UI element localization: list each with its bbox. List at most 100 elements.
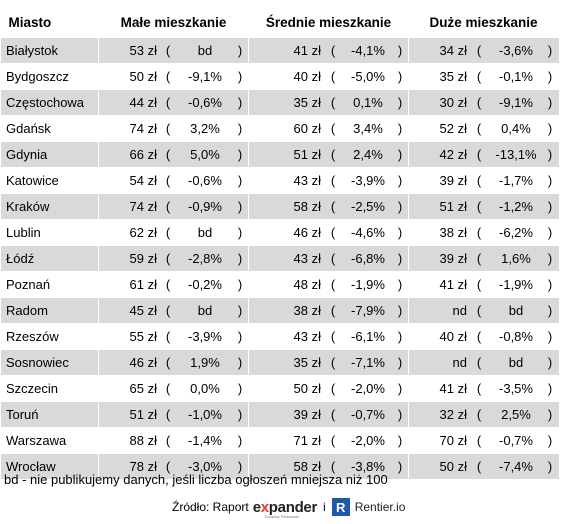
large-apartment-cell: 38 zł (-6,2%) [408,219,559,246]
large-change: -3,6% [499,43,533,58]
header-small-apartment: Małe mieszkanie [120,15,227,30]
source-label: Źródło: Raport [172,500,249,514]
paren-close: ) [397,381,403,396]
large-price: 34 zł [439,43,467,58]
paren-close: ) [547,173,553,188]
large-apartment-cell: 35 zł (-0,1%) [408,63,559,90]
paren-close: ) [547,355,553,370]
medium-price: 35 zł [293,95,321,110]
paren-open: ( [330,433,336,448]
paren-open: ( [165,329,171,344]
small-apartment-cell: 88 zł (-1,4%) [98,427,249,454]
large-change: 1,6% [501,251,531,266]
paren-open: ( [165,121,171,136]
paren-close: ) [397,121,403,136]
table-row: Gdańsk 74 zł (3,2%) 60 zł (3,4%) 52 zł (0,4%) [0,115,559,142]
paren-close: ) [547,225,553,240]
medium-price: 71 zł [293,433,321,448]
medium-price: 40 zł [293,69,321,84]
table-row: Wrocław 78 zł (-3,0%) 58 zł (-3,8%) 50 zł (-7,… [0,453,559,479]
paren-open: ( [330,381,336,396]
large-change: -1,9% [499,277,533,292]
large-price: 50 zł [439,459,467,474]
paren-close: ) [237,381,243,396]
small-price: 46 zł [129,355,157,370]
small-apartment-cell: 55 zł (-3,9%) [98,323,249,350]
medium-change: 0,1% [353,95,383,110]
medium-change: -2,5% [351,199,385,214]
medium-apartment-cell: 51 zł (2,4%) [248,141,409,168]
small-change: -1,4% [188,433,222,448]
medium-change: 2,4% [353,147,383,162]
small-apartment-cell: 74 zł (3,2%) [98,115,249,142]
paren-open: ( [165,43,171,58]
medium-change: -5,0% [351,69,385,84]
medium-apartment-cell: 50 zł (-2,0%) [248,375,409,402]
small-price: 74 zł [129,121,157,136]
rentier-logo-text: Rentier.io [354,500,406,514]
small-price: 45 zł [129,303,157,318]
city-name: Kraków [0,193,99,220]
paren-close: ) [237,433,243,448]
medium-change: -1,9% [351,277,385,292]
paren-close: ) [397,95,403,110]
paren-open: ( [330,251,336,266]
paren-close: ) [237,329,243,344]
paren-open: ( [476,459,482,474]
paren-close: ) [547,381,553,396]
paren-open: ( [476,199,482,214]
paren-open: ( [330,43,336,58]
large-apartment-cell: nd (bd) [408,297,559,324]
large-change: -9,1% [499,95,533,110]
large-price: 41 zł [439,277,467,292]
footnote: bd - nie publikujemy danych, jeśli liczb… [4,472,388,487]
small-price: 51 zł [129,407,157,422]
small-apartment-cell: 51 zł (-1,0%) [98,401,249,428]
city-name: Białystok [0,37,99,64]
paren-open: ( [476,303,482,318]
city-name: Warszawa [0,427,99,454]
paren-close: ) [547,121,553,136]
small-change: -0,9% [188,199,222,214]
medium-change: -0,7% [351,407,385,422]
table-row: Poznań 61 zł (-0,2%) 48 zł (-1,9%) 41 zł (-1,9… [0,271,559,298]
table-header-row: Miasto Małe mieszkanie Średnie mieszkani… [1,8,559,38]
header-large-apartment: Duże mieszkanie [429,15,538,30]
paren-close: ) [237,43,243,58]
large-price: 39 zł [439,251,467,266]
paren-open: ( [165,225,171,240]
table-row: Warszawa 88 zł (-1,4%) 71 zł (-2,0%) 70 zł (-0… [0,427,559,454]
small-price: 62 zł [129,225,157,240]
paren-close: ) [547,43,553,58]
city-name: Radom [0,297,99,324]
city-name: Gdańsk [0,115,99,142]
large-change: bd [508,355,524,370]
paren-close: ) [547,329,553,344]
large-change: -1,7% [499,173,533,188]
small-apartment-cell: 54 zł (-0,6%) [98,167,249,194]
paren-open: ( [165,277,171,292]
large-price: nd [452,303,467,318]
large-price: 70 zł [439,433,467,448]
small-change: -9,1% [188,69,222,84]
large-change: -0,8% [499,329,533,344]
paren-open: ( [476,147,482,162]
paren-open: ( [330,303,336,318]
large-price: 42 zł [439,147,467,162]
medium-change: -7,9% [351,303,385,318]
paren-open: ( [330,277,336,292]
large-price: 52 zł [439,121,467,136]
medium-price: 48 zł [293,277,321,292]
expander-logo-tagline: Doradcy Finansowi [264,513,299,519]
paren-open: ( [476,69,482,84]
small-price: 74 zł [129,199,157,214]
medium-price: 58 zł [293,459,321,474]
expander-logo-rest: pander [268,498,318,516]
paren-close: ) [237,303,243,318]
paren-close: ) [237,147,243,162]
large-apartment-cell: 42 zł (-13,1%) [408,141,559,168]
expander-logo-e: e [252,498,261,516]
large-price: nd [452,355,467,370]
small-change: -3,9% [188,329,222,344]
small-change: 1,9% [190,355,220,370]
